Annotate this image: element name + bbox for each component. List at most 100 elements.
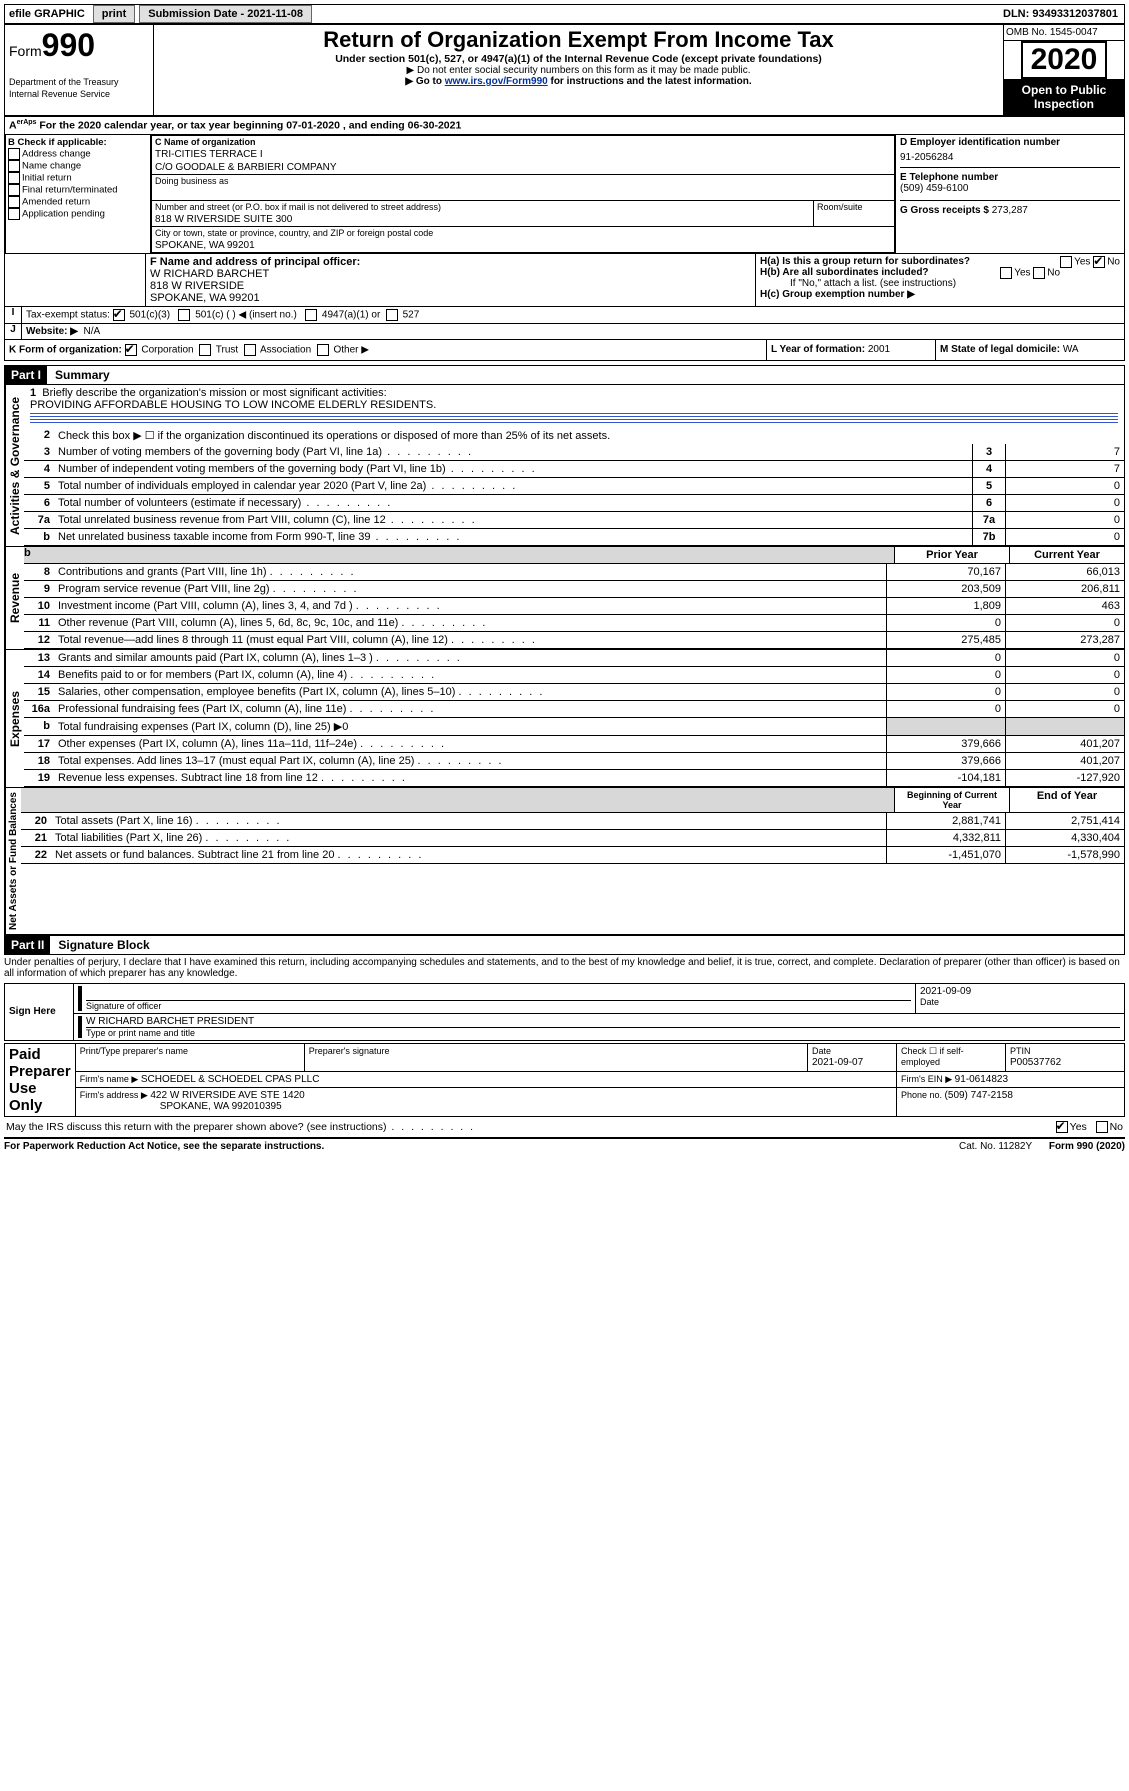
- tax-year: 2020: [1021, 41, 1108, 79]
- officer-name-title: W RICHARD BARCHET PRESIDENT: [86, 1016, 1120, 1028]
- year-formation: 2001: [868, 344, 890, 355]
- tax-exempt-row: I Tax-exempt status: 501(c)(3) 501(c) ( …: [4, 307, 1125, 324]
- note-2: ▶ Go to www.irs.gov/Form990 for instruct…: [158, 76, 999, 87]
- box-h: H(a) Is this a group return for subordin…: [755, 254, 1124, 306]
- summary-line: 7aTotal unrelated business revenue from …: [24, 512, 1124, 529]
- org-name: TRI-CITIES TERRACE I: [152, 148, 894, 161]
- check-527[interactable]: [386, 309, 398, 321]
- discuss-no[interactable]: [1096, 1121, 1108, 1133]
- discuss-yes[interactable]: [1056, 1121, 1068, 1133]
- sign-here-block: Sign Here Signature of officer 2021-09-0…: [4, 983, 1125, 1041]
- website-value: N/A: [84, 326, 101, 337]
- firm-name: SCHOEDEL & SCHOEDEL CPAS PLLC: [141, 1074, 320, 1085]
- form-subtitle: Under section 501(c), 527, or 4947(a)(1)…: [158, 53, 999, 65]
- summary-line: 18Total expenses. Add lines 13–17 (must …: [24, 753, 1124, 770]
- ein-value: 91-2056284: [900, 148, 1120, 167]
- note-1: ▶ Do not enter social security numbers o…: [158, 65, 999, 76]
- check-501c3[interactable]: [113, 309, 125, 321]
- summary-line: 10Investment income (Part VIII, column (…: [24, 598, 1124, 615]
- omb-number: OMB No. 1545-0047: [1004, 25, 1124, 41]
- officer-group-block: F Name and address of principal officer:…: [4, 254, 1125, 307]
- street-address: 818 W RIVERSIDE SUITE 300: [152, 213, 813, 226]
- title-cell: Return of Organization Exempt From Incom…: [154, 25, 1004, 116]
- top-toolbar: efile GRAPHIC print Submission Date - 20…: [4, 4, 1125, 24]
- summary-line: 15Salaries, other compensation, employee…: [24, 684, 1124, 701]
- h-b-yes[interactable]: [1000, 267, 1012, 279]
- part-i-header: Part I Summary: [4, 365, 1125, 385]
- summary-line: bTotal fundraising expenses (Part IX, co…: [24, 718, 1124, 736]
- firm-phone: (509) 747-2158: [945, 1090, 1013, 1101]
- summary-line: 19Revenue less expenses. Subtract line 1…: [24, 770, 1124, 787]
- officer-name: W RICHARD BARCHET: [150, 268, 269, 280]
- year-cell: OMB No. 1545-0047 2020 Open to Public In…: [1004, 25, 1125, 116]
- summary-line: 13Grants and similar amounts paid (Part …: [24, 650, 1124, 667]
- summary-line: 6Total number of volunteers (estimate if…: [24, 495, 1124, 512]
- summary-line: 12Total revenue—add lines 8 through 11 (…: [24, 632, 1124, 649]
- open-public-badge: Open to Public Inspection: [1004, 79, 1124, 115]
- check-501c[interactable]: [178, 309, 190, 321]
- check-corporation[interactable]: [125, 344, 137, 356]
- dept-label: Department of the Treasury Internal Reve…: [9, 77, 119, 99]
- entity-info-block: B Check if applicable: Address change Na…: [4, 135, 1125, 254]
- box-c: C Name of organization TRI-CITIES TERRAC…: [151, 135, 895, 253]
- submission-date: 2021-11-08: [247, 8, 303, 20]
- check-amended-return[interactable]: [8, 196, 20, 208]
- label-net-assets: Net Assets or Fund Balances: [5, 788, 21, 934]
- h-a-yes[interactable]: [1060, 256, 1072, 268]
- check-other[interactable]: [317, 344, 329, 356]
- summary-line: 14Benefits paid to or for members (Part …: [24, 667, 1124, 684]
- check-initial-return[interactable]: [8, 172, 20, 184]
- summary-line: 21Total liabilities (Part X, line 26) 4,…: [21, 830, 1124, 847]
- part-ii-header: Part II Signature Block: [4, 935, 1125, 955]
- label-revenue: Revenue: [5, 547, 24, 649]
- paid-preparer-label: Paid Preparer Use Only: [5, 1043, 76, 1116]
- box-b: B Check if applicable: Address change Na…: [5, 135, 151, 253]
- submission-date-button[interactable]: Submission Date - 2021-11-08: [139, 5, 312, 23]
- summary-line: 5Total number of individuals employed in…: [24, 478, 1124, 495]
- check-4947[interactable]: [305, 309, 317, 321]
- box-d-e-g: D Employer identification number 91-2056…: [895, 135, 1124, 253]
- h-a-no[interactable]: [1093, 256, 1105, 268]
- city-state-zip: SPOKANE, WA 99201: [152, 239, 894, 252]
- form-title: Return of Organization Exempt From Incom…: [158, 27, 999, 53]
- print-button[interactable]: print: [93, 5, 135, 23]
- section-revenue: Revenue b Prior Year Current Year 8Contr…: [4, 547, 1125, 650]
- section-a-period: AerAps For the 2020 calendar year, or ta…: [4, 116, 1125, 135]
- summary-line: 11Other revenue (Part VIII, column (A), …: [24, 615, 1124, 632]
- gross-receipts: 273,287: [992, 205, 1028, 216]
- check-trust[interactable]: [199, 344, 211, 356]
- firm-address: 422 W RIVERSIDE AVE STE 1420: [150, 1090, 304, 1101]
- check-final-return[interactable]: [8, 184, 20, 196]
- dln-label: DLN: 93493312037801: [997, 6, 1124, 22]
- check-application-pending[interactable]: [8, 208, 20, 220]
- phone-value: (509) 459-6100: [900, 183, 968, 194]
- page-footer: For Paperwork Reduction Act Notice, see …: [4, 1138, 1125, 1152]
- label-expenses: Expenses: [5, 650, 24, 787]
- mission-text: PROVIDING AFFORDABLE HOUSING TO LOW INCO…: [30, 399, 436, 411]
- check-name-change[interactable]: [8, 160, 20, 172]
- check-association[interactable]: [244, 344, 256, 356]
- perjury-text: Under penalties of perjury, I declare th…: [4, 955, 1125, 981]
- ptin: P00537762: [1010, 1057, 1061, 1068]
- discuss-row: May the IRS discuss this return with the…: [4, 1117, 1125, 1138]
- summary-line: 17Other expenses (Part IX, column (A), l…: [24, 736, 1124, 753]
- org-co: C/O GOODALE & BARBIERI COMPANY: [152, 161, 894, 174]
- sign-here-label: Sign Here: [5, 983, 74, 1040]
- section-net-assets: Net Assets or Fund Balances Beginning of…: [4, 788, 1125, 935]
- h-b-no[interactable]: [1033, 267, 1045, 279]
- sign-date: 2021-09-09: [920, 986, 1120, 997]
- irs-link[interactable]: www.irs.gov/Form990: [445, 76, 548, 87]
- efile-label: efile GRAPHIC: [5, 6, 89, 22]
- summary-line: 9Program service revenue (Part VIII, lin…: [24, 581, 1124, 598]
- check-address-change[interactable]: [8, 148, 20, 160]
- summary-line: 22Net assets or fund balances. Subtract …: [21, 847, 1124, 864]
- summary-line: 20Total assets (Part X, line 16) 2,881,7…: [21, 813, 1124, 830]
- submission-label: Submission Date -: [148, 8, 247, 20]
- form-header: Form990 Department of the Treasury Inter…: [4, 24, 1125, 116]
- preparer-date: 2021-09-07: [812, 1057, 863, 1068]
- form-number-cell: Form990 Department of the Treasury Inter…: [5, 25, 154, 116]
- section-expenses: Expenses 13Grants and similar amounts pa…: [4, 650, 1125, 788]
- label-governance: Activities & Governance: [5, 385, 24, 546]
- section-governance: Activities & Governance 1 Briefly descri…: [4, 385, 1125, 547]
- summary-line: 8Contributions and grants (Part VIII, li…: [24, 564, 1124, 581]
